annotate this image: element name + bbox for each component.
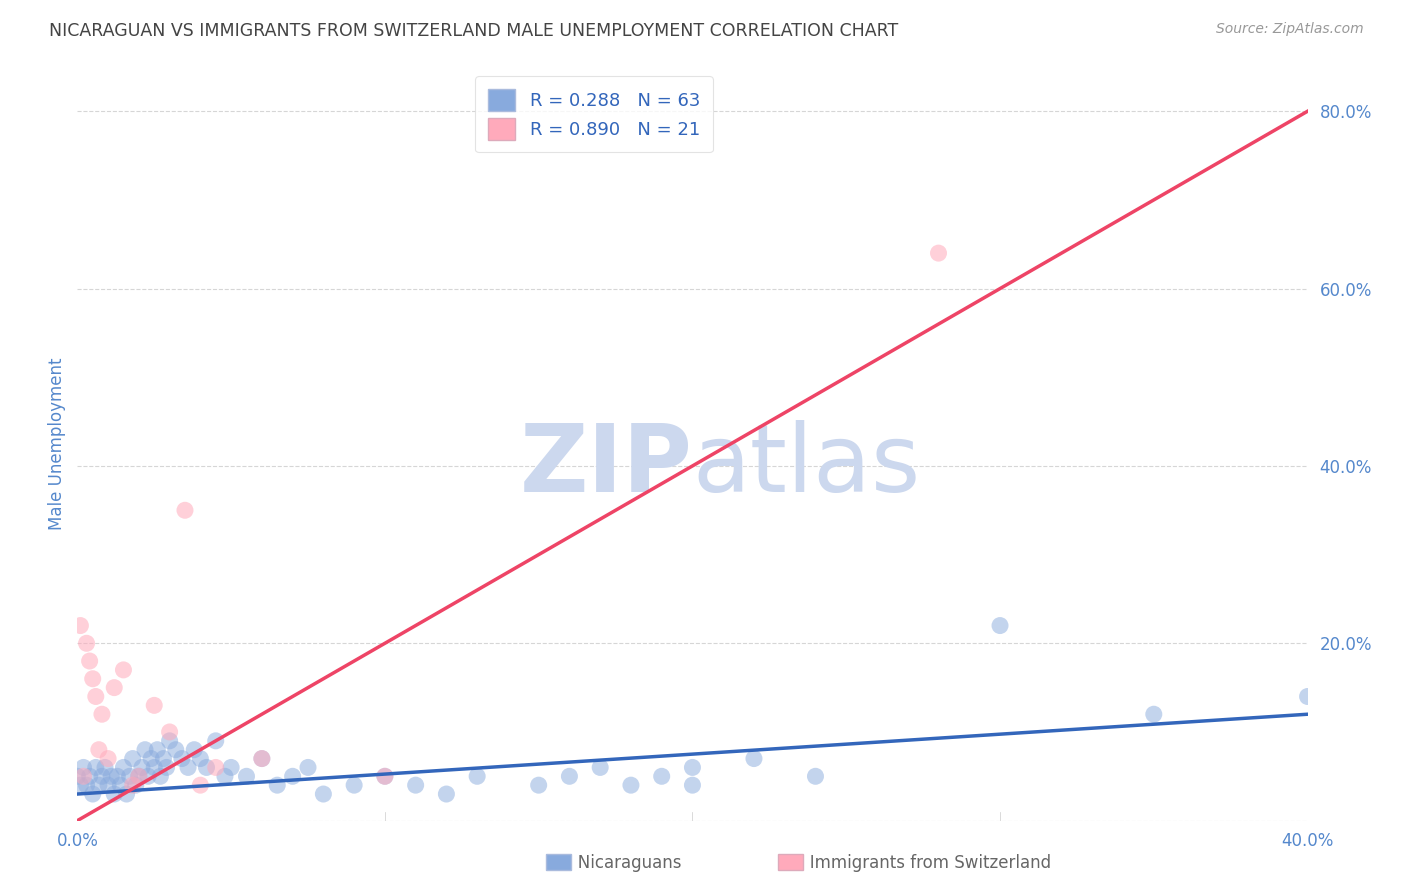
Point	[112, 663, 135, 677]
FancyBboxPatch shape	[778, 854, 803, 870]
Point	[76, 636, 98, 650]
Point	[159, 725, 181, 739]
Legend: R = 0.288   N = 63, R = 0.890   N = 21: R = 0.288 N = 63, R = 0.890 N = 21	[475, 76, 713, 153]
Point	[188, 751, 212, 765]
Point	[87, 778, 110, 792]
Point	[146, 742, 169, 756]
Point	[121, 778, 143, 792]
Point	[131, 760, 153, 774]
Point	[589, 760, 612, 774]
Point	[72, 769, 94, 783]
Point	[141, 751, 163, 765]
Point	[69, 778, 91, 792]
FancyBboxPatch shape	[546, 854, 571, 870]
Y-axis label: Male Unemployment: Male Unemployment	[48, 358, 66, 530]
Point	[651, 769, 673, 783]
Point	[374, 769, 396, 783]
Point	[159, 734, 181, 748]
Point	[1296, 690, 1319, 704]
Point	[219, 760, 242, 774]
Point	[177, 760, 200, 774]
Text: Nicaraguans: Nicaraguans	[562, 855, 682, 872]
Text: atlas: atlas	[693, 420, 921, 512]
Point	[188, 778, 212, 792]
Point	[1143, 707, 1166, 722]
Point	[235, 769, 257, 783]
Point	[121, 751, 143, 765]
Point	[742, 751, 765, 765]
Point	[405, 778, 427, 792]
Point	[125, 778, 148, 792]
Point	[312, 787, 335, 801]
Point	[297, 760, 319, 774]
Text: Source: ZipAtlas.com: Source: ZipAtlas.com	[1216, 22, 1364, 37]
Point	[183, 742, 205, 756]
Point	[174, 503, 197, 517]
Point	[204, 760, 226, 774]
Point	[82, 787, 104, 801]
Point	[152, 751, 174, 765]
Point	[97, 751, 120, 765]
Point	[87, 742, 110, 756]
Point	[620, 778, 643, 792]
Point	[558, 769, 581, 783]
Point	[79, 654, 101, 668]
Point	[436, 787, 458, 801]
Point	[84, 760, 107, 774]
Point	[82, 672, 104, 686]
Text: Immigrants from Switzerland: Immigrants from Switzerland	[794, 855, 1052, 872]
Point	[250, 751, 273, 765]
Point	[118, 769, 141, 783]
Point	[266, 778, 288, 792]
Text: NICARAGUAN VS IMMIGRANTS FROM SWITZERLAND MALE UNEMPLOYMENT CORRELATION CHART: NICARAGUAN VS IMMIGRANTS FROM SWITZERLAN…	[49, 22, 898, 40]
Point	[105, 769, 128, 783]
Point	[112, 760, 135, 774]
Point	[195, 760, 218, 774]
Point	[527, 778, 550, 792]
Point	[90, 707, 114, 722]
Point	[100, 769, 122, 783]
Point	[94, 760, 117, 774]
Point	[103, 787, 125, 801]
Point	[115, 787, 138, 801]
Point	[128, 769, 150, 783]
Point	[143, 698, 166, 713]
Point	[69, 618, 91, 632]
Point	[136, 769, 159, 783]
Point	[988, 618, 1011, 632]
Point	[214, 769, 236, 783]
Point	[149, 769, 172, 783]
Point	[165, 742, 187, 756]
Point	[84, 690, 107, 704]
Point	[928, 246, 950, 260]
Point	[155, 760, 177, 774]
Point	[343, 778, 366, 792]
Text: ZIP: ZIP	[520, 420, 693, 512]
Point	[804, 769, 827, 783]
Point	[76, 778, 98, 792]
Point	[97, 778, 120, 792]
Point	[128, 769, 150, 783]
Point	[682, 760, 704, 774]
Point	[90, 769, 114, 783]
Point	[66, 769, 89, 783]
Point	[281, 769, 304, 783]
Point	[465, 769, 488, 783]
Point	[250, 751, 273, 765]
Point	[79, 769, 101, 783]
Point	[72, 760, 94, 774]
Point	[134, 742, 156, 756]
Point	[682, 778, 704, 792]
Point	[110, 778, 132, 792]
Point	[374, 769, 396, 783]
Point	[143, 760, 166, 774]
Point	[170, 751, 193, 765]
Point	[103, 681, 125, 695]
Point	[204, 734, 226, 748]
